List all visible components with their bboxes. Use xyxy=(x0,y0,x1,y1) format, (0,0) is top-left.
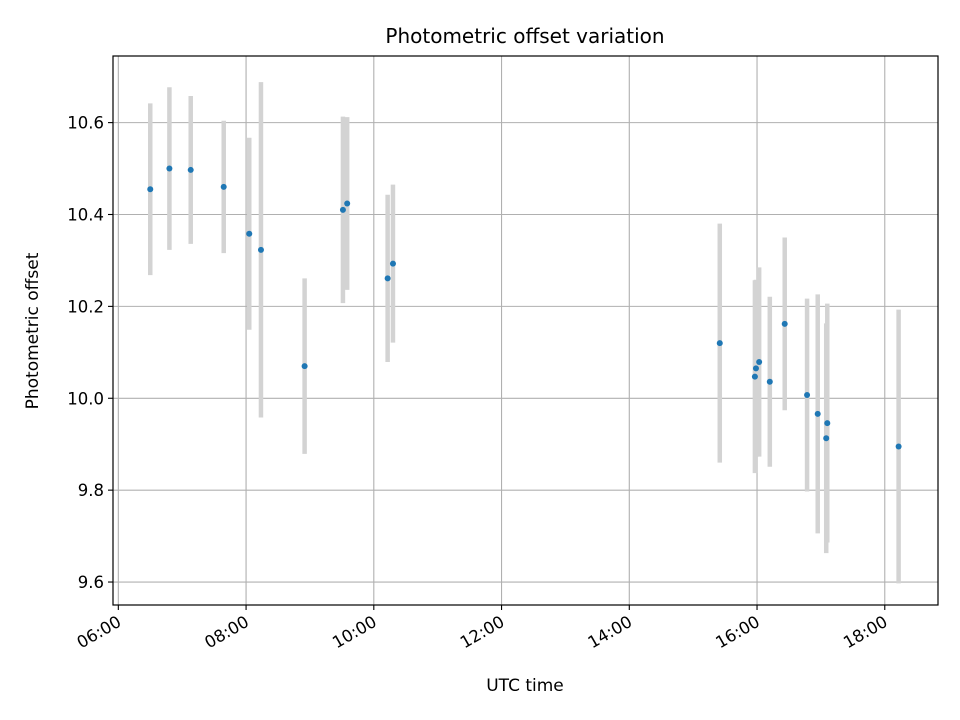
y-axis-title: Photometric offset xyxy=(23,252,43,409)
data-point xyxy=(716,340,723,347)
data-point xyxy=(166,165,173,172)
y-tick-label: 10.2 xyxy=(67,297,104,316)
plot-frame xyxy=(112,55,939,606)
data-point xyxy=(814,410,821,417)
y-axis-ticks: 9.6 9.8 10.0 10.2 10.4 10.6 xyxy=(67,114,113,592)
data-point xyxy=(895,443,902,450)
data-point xyxy=(339,206,346,213)
chart-title: Photometric offset variation xyxy=(385,24,664,48)
data-point xyxy=(187,166,194,173)
data-point xyxy=(384,275,391,282)
data-point xyxy=(257,246,264,253)
data-point xyxy=(824,420,831,427)
y-tick-label: 9.6 xyxy=(78,573,104,592)
data-point xyxy=(823,435,830,442)
data-point xyxy=(220,183,227,190)
data-point xyxy=(246,230,253,237)
data-point xyxy=(301,363,308,370)
data-point xyxy=(344,200,351,207)
x-axis-title: UTC time xyxy=(486,676,564,696)
y-tick-label: 10.6 xyxy=(67,114,104,133)
data-point xyxy=(147,186,154,193)
y-tick-label: 9.8 xyxy=(78,481,104,500)
data-point xyxy=(752,365,759,372)
data-point xyxy=(751,373,758,380)
y-tick-label: 10.4 xyxy=(67,205,104,224)
data-point xyxy=(804,392,811,399)
data-point xyxy=(781,320,788,327)
grid-lines xyxy=(113,56,938,605)
y-tick-label: 10.0 xyxy=(67,389,104,408)
data-point xyxy=(766,378,773,385)
data-point xyxy=(756,358,763,365)
data-point xyxy=(389,260,396,267)
data-points xyxy=(147,165,902,450)
